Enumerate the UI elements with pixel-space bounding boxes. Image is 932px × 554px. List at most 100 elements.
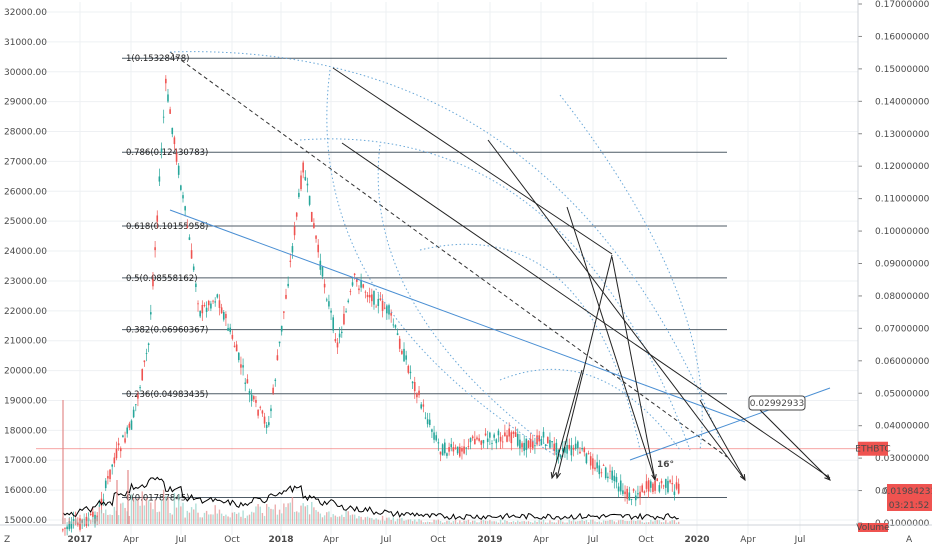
candle-body	[244, 382, 247, 384]
volume-bar	[517, 520, 519, 524]
candle-body	[242, 365, 244, 368]
countdown-badge	[887, 498, 932, 511]
volume-bar	[70, 521, 73, 524]
candle-body	[276, 355, 279, 361]
volume-bar	[414, 519, 416, 524]
candle-body	[637, 493, 639, 495]
candle-body	[609, 470, 611, 472]
candle-body	[70, 521, 73, 529]
candle-body	[182, 195, 184, 199]
left-axis-tick: 31000.00	[4, 38, 47, 48]
candle-body	[398, 338, 401, 349]
x-axis-tick: Jul	[175, 535, 187, 545]
volume-bar	[429, 521, 431, 524]
volume-bar	[564, 522, 566, 524]
volume-bar	[583, 521, 585, 524]
volume-bar	[220, 513, 223, 524]
candle-body	[441, 444, 444, 456]
left-axis-tick: 24000.00	[4, 247, 47, 257]
volume-bar	[557, 520, 560, 524]
left-axis-tick: 19000.00	[4, 396, 47, 406]
candle-body	[645, 481, 648, 489]
volume-bar	[484, 520, 487, 524]
black-arrow-2	[556, 254, 613, 479]
volume-bar	[377, 519, 379, 524]
volume-bar	[658, 520, 661, 524]
candle-body	[501, 441, 504, 443]
black-arrow-4	[699, 399, 746, 481]
fib-level-label: 0.5(0.08558162)	[126, 274, 198, 284]
volume-bar	[519, 521, 521, 524]
candle-body	[340, 331, 343, 334]
candle-body	[199, 310, 201, 317]
candle-body	[145, 353, 148, 354]
volume-bar	[296, 511, 298, 524]
candle-body	[366, 294, 369, 298]
candle-body	[510, 432, 513, 444]
x-axis-tick: Oct	[638, 535, 654, 545]
volume-bar	[617, 520, 620, 524]
candle-body	[439, 451, 442, 455]
candle-body	[589, 456, 592, 466]
x-axis-tick: Oct	[224, 535, 240, 545]
candle-body	[162, 116, 165, 118]
candle-body	[598, 465, 601, 475]
candle-body	[673, 491, 676, 495]
volume-bar	[128, 515, 131, 524]
volume-bar	[92, 516, 94, 524]
volume-bar	[540, 521, 543, 524]
volume-bar	[471, 520, 474, 524]
candle-body	[388, 305, 390, 315]
volume-bar	[401, 517, 403, 524]
x-axis-tick: 2020	[684, 535, 709, 545]
volume-bar	[489, 520, 491, 524]
volume-bar	[628, 521, 631, 524]
volume-bar	[495, 521, 497, 524]
candle-body	[216, 294, 219, 298]
candle-body	[484, 433, 487, 436]
candle-body	[265, 424, 268, 428]
candle-body	[634, 495, 637, 501]
candle-body	[64, 527, 66, 529]
fib-level-label: 0(0.01787845)	[126, 493, 189, 503]
right-axis-tick: 0.08000000	[875, 292, 930, 302]
volume-bar	[225, 514, 227, 524]
volume-bar	[431, 522, 433, 524]
left-axis-tick: 32000.00	[4, 8, 47, 18]
candle-body	[452, 447, 455, 452]
candle-body	[525, 438, 528, 451]
candle-body	[386, 305, 388, 314]
candle-body	[579, 451, 581, 454]
right-axis-tick: 0.13000000	[875, 130, 930, 140]
volume-bar	[407, 519, 410, 524]
volume-bar	[240, 516, 242, 524]
volume-bar	[111, 515, 113, 524]
candle-body	[514, 432, 517, 437]
candle-body	[222, 312, 225, 320]
candle-body	[98, 505, 101, 507]
candle-body	[478, 438, 480, 441]
volume-bar	[371, 518, 373, 524]
x-axis-tick: Apr	[323, 535, 339, 545]
volume-bar	[572, 520, 575, 524]
candle-body	[409, 371, 412, 374]
black-arrow-2-head	[555, 471, 561, 480]
left-axis-tick: 16000.00	[4, 486, 47, 496]
volume-bar	[532, 522, 534, 524]
volume-bar	[600, 522, 603, 524]
candle-body	[220, 307, 223, 314]
volume-bar	[502, 522, 504, 524]
volume-bar	[87, 516, 90, 524]
candle-body	[257, 409, 259, 416]
candle-body	[615, 476, 618, 483]
candle-body	[313, 223, 315, 228]
candle-body	[300, 175, 302, 190]
left-axis-tick: 18000.00	[4, 426, 47, 436]
volume-bar	[422, 522, 425, 524]
volume-bar	[525, 521, 528, 524]
candle-body	[456, 446, 459, 454]
volume-bar	[568, 519, 570, 524]
candle-body	[521, 443, 523, 448]
volume-bar	[480, 520, 482, 524]
